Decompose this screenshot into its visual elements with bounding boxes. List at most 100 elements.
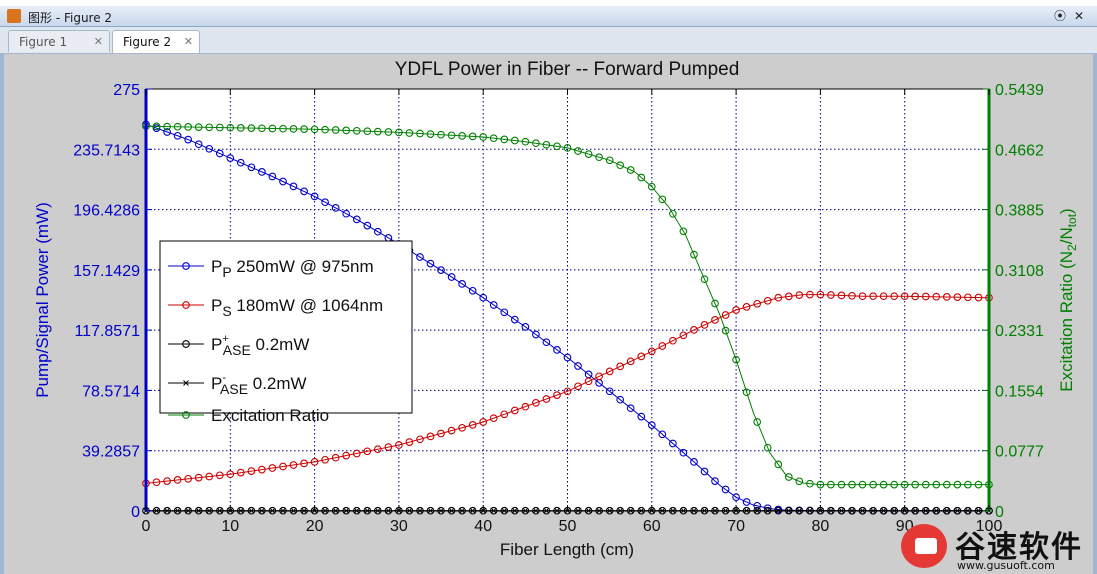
- data-point: [268, 172, 277, 181]
- x-axis-label: Fiber Length (cm): [500, 540, 634, 559]
- y-tick-label-right: 0.0777: [995, 444, 1044, 461]
- data-point: [321, 125, 329, 134]
- data-point: [721, 485, 730, 494]
- data-point: [574, 147, 582, 155]
- y-tick-label-right: 0.3885: [995, 203, 1044, 220]
- data-point: [173, 476, 182, 484]
- data-point: [352, 126, 361, 135]
- series-line-0: [145, 123, 989, 512]
- data-point: [637, 412, 646, 421]
- data-point: [563, 353, 572, 362]
- data-point: [616, 161, 625, 170]
- data-point: [173, 131, 182, 140]
- data-point: [942, 293, 951, 301]
- data-point: [373, 227, 382, 236]
- data-point: [363, 127, 372, 136]
- data-point: [942, 480, 951, 489]
- data-point: [521, 402, 530, 411]
- data-point: [711, 299, 719, 308]
- window-title: 图形 - Figure 2: [28, 11, 113, 25]
- data-point: [163, 477, 171, 485]
- data-point: [426, 130, 435, 138]
- data-point: [331, 204, 340, 212]
- data-point: [479, 133, 488, 141]
- y-tick-label-right: 0.2331: [995, 323, 1044, 340]
- data-point: [595, 153, 603, 162]
- data-point: [226, 154, 235, 162]
- data-point: [753, 501, 762, 510]
- data-point: [964, 480, 972, 489]
- data-point: [489, 301, 498, 309]
- data-point: [226, 470, 235, 479]
- data-point: [890, 480, 899, 489]
- data-point: [732, 493, 740, 502]
- data-point: [848, 291, 856, 300]
- data-point: [258, 124, 266, 133]
- data-point: [690, 458, 698, 466]
- data-point: [321, 198, 329, 207]
- data-point: [616, 395, 625, 404]
- data-point: [500, 308, 509, 317]
- series-line-1: [145, 294, 990, 484]
- data-point: [363, 447, 372, 456]
- data-point: [416, 435, 424, 444]
- data-point: [247, 467, 256, 475]
- data-point: [553, 346, 561, 354]
- close-tab-icon[interactable]: ✕: [93, 35, 103, 48]
- window-menu-icon[interactable]: ⦿: [1053, 9, 1066, 23]
- data-point: [879, 480, 888, 489]
- data-point: [563, 387, 572, 396]
- data-point: [574, 382, 582, 391]
- data-point: [806, 290, 814, 299]
- data-point: [236, 124, 245, 132]
- data-point: [458, 132, 466, 140]
- data-point: [584, 377, 593, 386]
- data-point: [605, 367, 614, 376]
- data-point: [679, 227, 688, 236]
- data-point: [258, 168, 266, 176]
- data-point: [510, 406, 519, 415]
- x-tick-label: 80: [812, 518, 830, 535]
- data-point: [384, 443, 393, 451]
- data-point: [753, 299, 762, 308]
- data-point: [331, 453, 340, 462]
- y-tick-label-right: 0.3108: [995, 263, 1044, 280]
- legend-entry-label: P-ASE 0.2mW: [211, 372, 307, 397]
- data-point: [373, 127, 382, 136]
- data-point: [226, 123, 235, 132]
- data-point: [458, 280, 466, 288]
- data-point: [953, 480, 962, 489]
- x-tick-label: 40: [474, 518, 492, 535]
- data-point: [626, 404, 635, 413]
- data-point: [236, 158, 245, 167]
- data-point: [532, 139, 540, 148]
- data-point: [763, 296, 772, 305]
- data-point: [911, 292, 920, 301]
- data-point: [690, 250, 698, 259]
- data-point: [532, 398, 540, 407]
- y-tick-label-right: 0: [995, 504, 1004, 521]
- x-tick-label: 100: [976, 518, 1003, 535]
- data-point: [626, 166, 635, 174]
- data-point: [721, 326, 730, 335]
- y-tick-label-left: 0: [131, 504, 140, 521]
- close-tab-icon[interactable]: ✕: [183, 35, 193, 48]
- data-point: [489, 414, 498, 423]
- tab-figure-2[interactable]: Figure 2 ✕: [112, 30, 200, 53]
- data-point: [205, 144, 214, 153]
- watermark-logo-icon: [901, 524, 947, 568]
- legend[interactable]: PP 250mW @ 975nm PS 180mW @ 1064nm P+ ASE 0…: [159, 240, 413, 425]
- data-point: [405, 129, 414, 137]
- close-icon[interactable]: ✕: [1073, 9, 1085, 23]
- y-tick-label-left: 157.1429: [73, 263, 140, 280]
- data-point: [279, 177, 287, 186]
- top-strip: [0, 0, 1097, 6]
- data-point: [395, 128, 403, 137]
- data-point: [310, 192, 319, 201]
- data-point: [184, 135, 193, 144]
- data-point: [184, 123, 193, 131]
- tab-figure-1[interactable]: Figure 1 ✕: [8, 30, 110, 52]
- data-point: [700, 321, 709, 329]
- data-point: [468, 421, 477, 429]
